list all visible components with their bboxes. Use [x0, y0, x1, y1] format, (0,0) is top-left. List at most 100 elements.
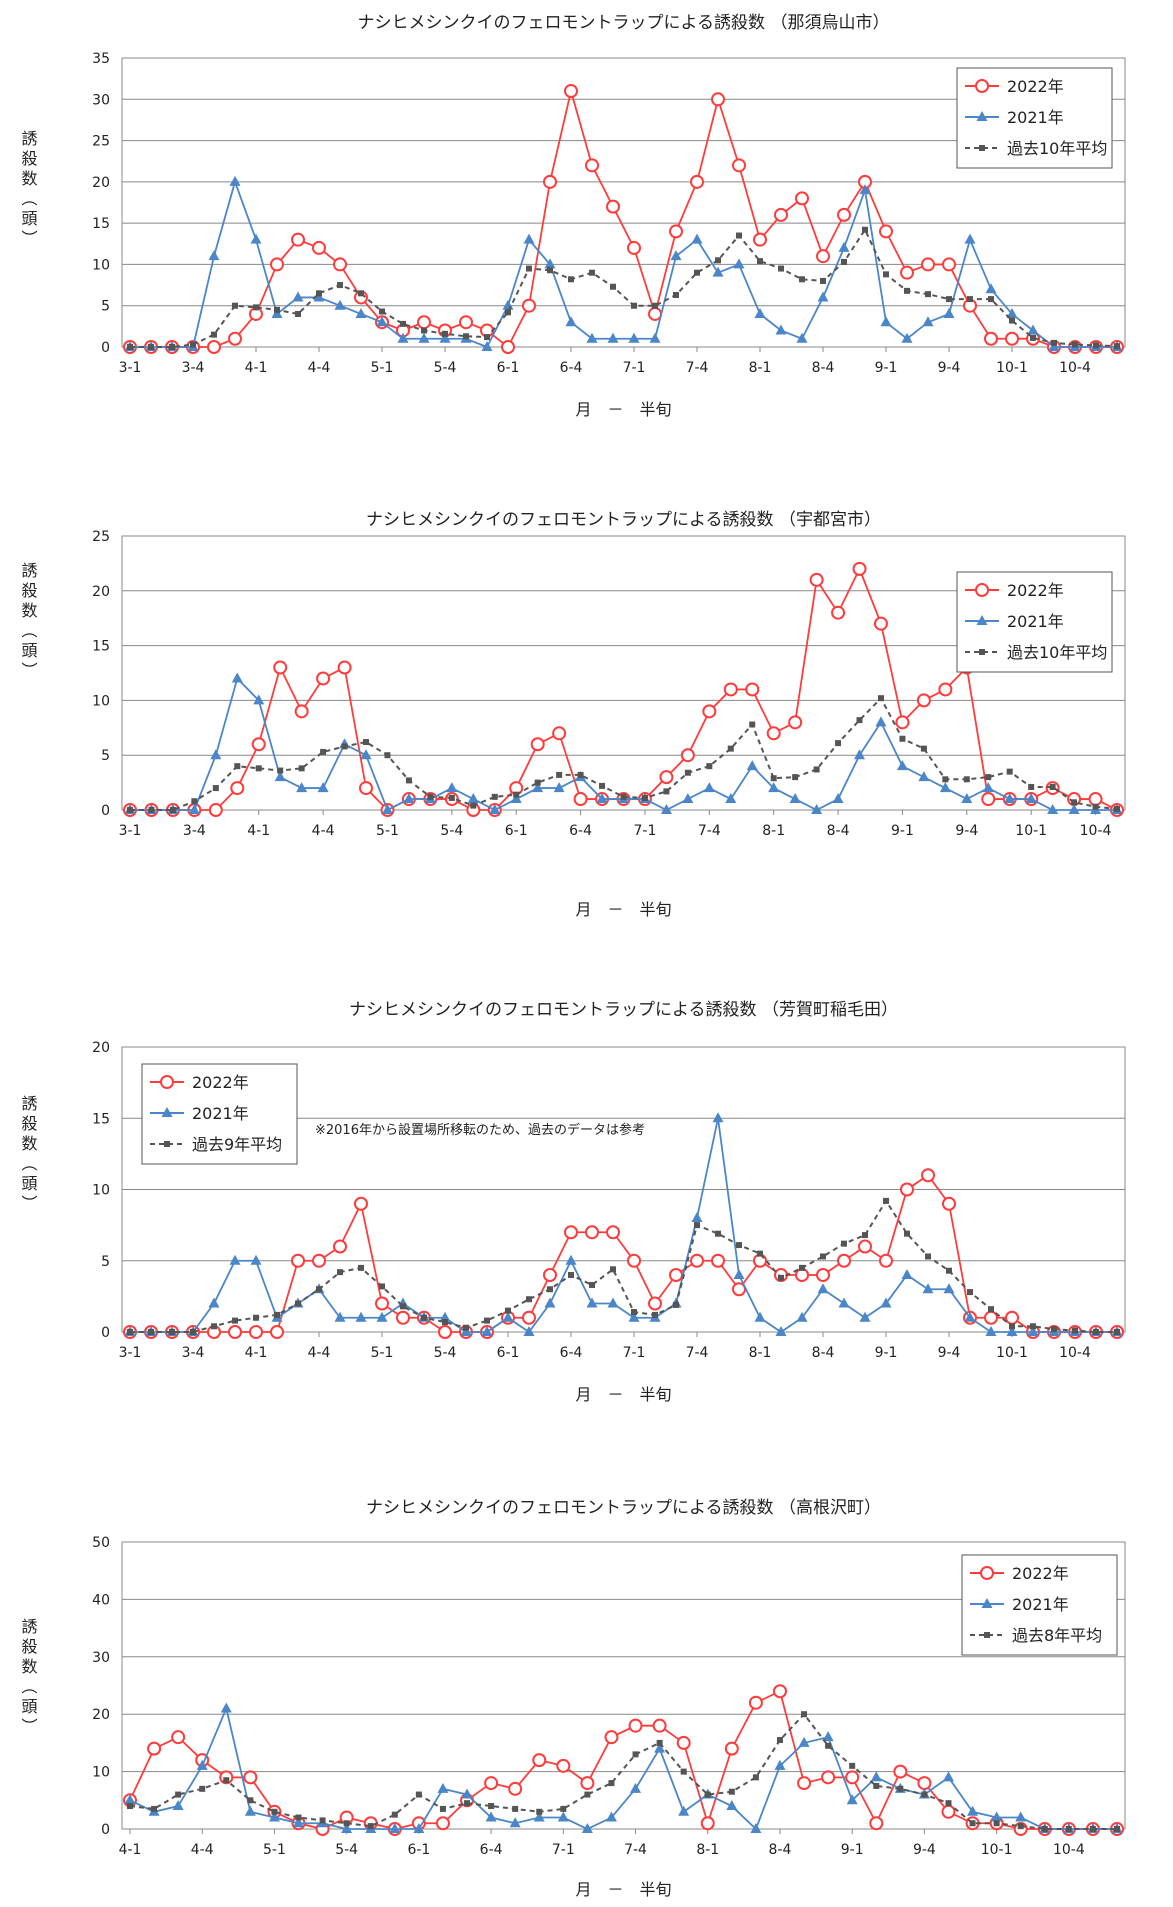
legend-marker	[984, 1632, 990, 1638]
data-point	[732, 158, 746, 173]
x-tick-label: 7-1	[552, 1842, 575, 1858]
data-point	[1004, 793, 1016, 804]
data-point	[341, 743, 348, 750]
legend-label: 過去10年平均	[1007, 139, 1107, 158]
legend-marker	[976, 111, 988, 121]
data-point	[446, 782, 458, 793]
data-point	[421, 1314, 427, 1321]
data-point	[580, 1776, 595, 1791]
series-line	[129, 1712, 1117, 1830]
data-point	[400, 1303, 406, 1310]
x-tick-label: 6-1	[407, 1842, 430, 1858]
data-point	[920, 745, 927, 752]
data-point	[376, 316, 388, 327]
data-point	[317, 782, 329, 793]
x-tick-label: 10-1	[996, 1345, 1028, 1361]
data-point	[268, 1811, 280, 1822]
data-point	[768, 782, 780, 793]
y-axis-label: 誘殺数（頭）	[19, 1095, 38, 1215]
data-point	[1092, 803, 1099, 810]
data-point	[873, 1782, 880, 1789]
legend-marker	[981, 1598, 993, 1608]
data-point	[820, 1253, 826, 1260]
x-tick-label: 4-4	[308, 360, 331, 376]
data-point	[631, 1309, 637, 1316]
data-point	[832, 793, 844, 804]
data-point	[801, 1711, 808, 1718]
data-point	[770, 775, 777, 782]
data-point	[757, 258, 763, 265]
data-point	[725, 793, 737, 804]
data-point	[746, 760, 758, 771]
data-point	[632, 1751, 639, 1758]
y-tick-label: 5	[101, 299, 110, 315]
x-tick-label: 4-4	[191, 1842, 214, 1858]
data-point	[484, 1776, 499, 1791]
chart-takanezawa: ナシヒメシンクイのフェロモントラップによる誘殺数 （高根沢町） 0 10 20 30 40…	[19, 1498, 1126, 1899]
data-point	[904, 287, 910, 294]
data-point	[568, 1272, 574, 1278]
data-point	[772, 1684, 787, 1699]
data-point	[1088, 792, 1103, 807]
data-point	[577, 771, 584, 778]
x-tick-label: 5-4	[440, 823, 463, 839]
data-point	[856, 717, 863, 724]
data-point	[223, 1777, 230, 1784]
data-point	[1047, 804, 1059, 814]
data-point	[774, 207, 788, 222]
data-point	[277, 767, 284, 774]
x-tick-label: 7-4	[686, 360, 709, 376]
data-point	[901, 1269, 913, 1279]
x-tick-label: 3-4	[182, 1345, 205, 1361]
x-tick-label: 9-4	[938, 360, 961, 376]
data-point	[1072, 1327, 1078, 1334]
data-point	[991, 1811, 1003, 1822]
data-point	[463, 333, 469, 340]
data-point	[799, 1264, 805, 1271]
data-point	[796, 1311, 808, 1322]
chart-title: ナシヒメシンクイのフェロモントラップによる誘殺数 （高根沢町）	[366, 1498, 881, 1518]
data-point	[250, 233, 262, 244]
data-point	[405, 777, 412, 784]
data-point	[375, 1296, 389, 1311]
data-point	[250, 1254, 262, 1265]
data-point	[831, 605, 846, 620]
x-tick-label: 5-1	[371, 1345, 394, 1361]
data-point	[228, 331, 242, 346]
legend-label: 2021年	[192, 1104, 249, 1123]
data-point	[608, 1780, 615, 1787]
data-point	[648, 306, 662, 321]
data-point	[415, 1791, 422, 1798]
data-point	[899, 735, 906, 742]
data-point	[733, 1269, 745, 1279]
data-point	[553, 782, 565, 793]
data-point	[417, 315, 431, 330]
data-point	[659, 770, 674, 785]
data-point	[897, 1785, 904, 1792]
data-point	[945, 1800, 952, 1807]
data-point	[210, 749, 222, 760]
data-point	[169, 344, 175, 350]
data-point	[630, 1782, 642, 1793]
data-point	[776, 1737, 783, 1744]
data-point	[628, 1718, 643, 1733]
plot-area	[121, 1541, 1126, 1830]
data-point	[208, 250, 220, 261]
data-point	[941, 1804, 956, 1819]
data-point	[334, 299, 346, 310]
data-point	[711, 1253, 725, 1268]
x-tick-label: 6-4	[560, 1345, 583, 1361]
data-point	[669, 224, 683, 239]
data-point	[251, 737, 266, 752]
y-tick-label: 15	[92, 639, 110, 655]
data-point	[557, 1811, 569, 1822]
y-tick-label: 0	[101, 1822, 110, 1838]
data-point	[859, 1311, 871, 1322]
data-point	[788, 715, 803, 730]
data-point	[418, 332, 430, 343]
data-point	[400, 320, 406, 327]
data-point	[333, 257, 347, 272]
x-tick-label: 8-4	[769, 1842, 792, 1858]
data-point	[873, 616, 888, 631]
